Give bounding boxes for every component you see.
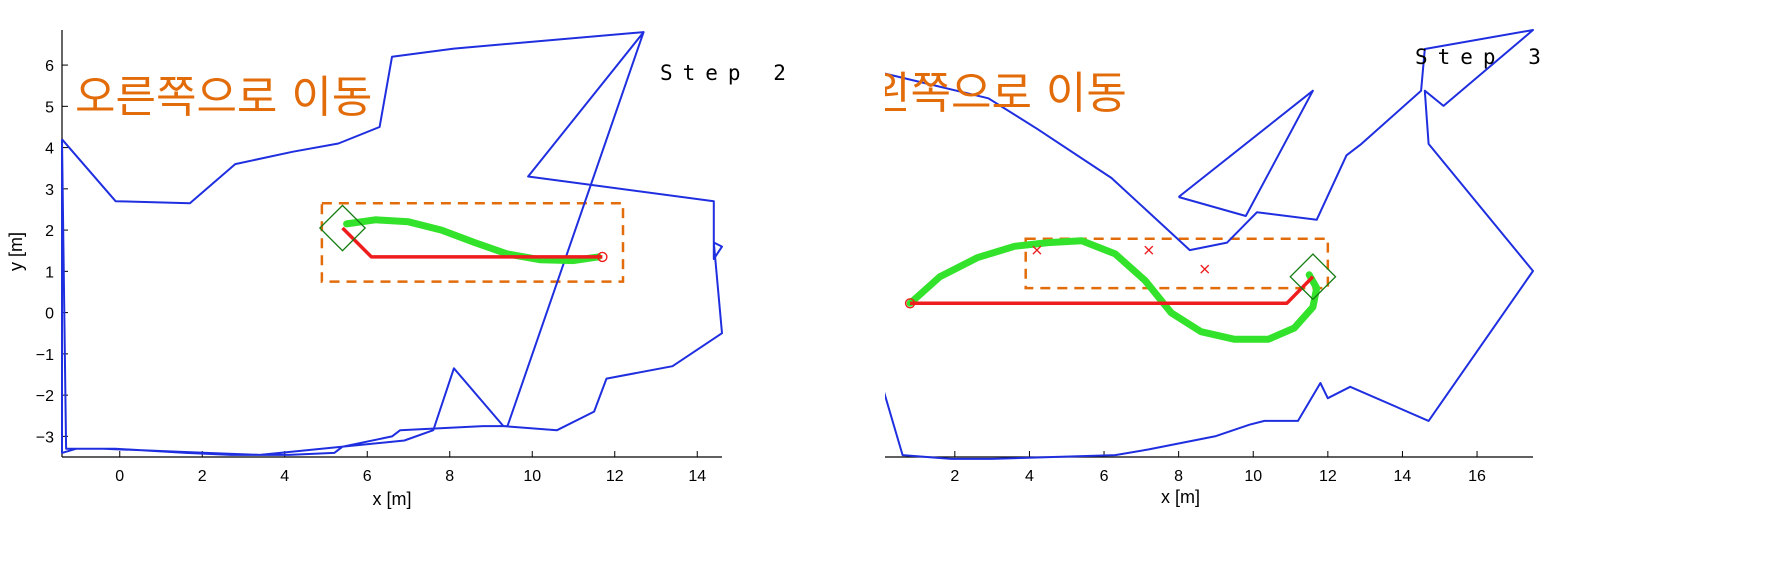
highlight-box: [1024, 237, 1330, 290]
y-tick-label: 1: [45, 264, 54, 281]
y-axis-label: y [m]: [6, 232, 26, 271]
x-tick-label: 14: [1394, 468, 1412, 485]
x-axis-label: x [m]: [1161, 487, 1200, 507]
x-axis-label: x [m]: [373, 489, 412, 509]
y-tick-label: 0: [45, 306, 54, 323]
robot-trajectory-line: [343, 216, 602, 265]
x-tick-label: 12: [1319, 468, 1337, 485]
cross-marker: [1032, 245, 1042, 255]
y-tick-label: −1: [36, 347, 54, 364]
highlight-box: [320, 202, 625, 283]
step3-plot-svg: 0246810121416−3−2−101234567x [m]y [m]Ste…: [885, 29, 1551, 507]
x-tick-label: 10: [523, 468, 541, 485]
step2-chart: 0 2 4 6 8 10 12 14 −3 −2 −1 0 1 2 3 4 5 6 x [m] y [m] Step 2…: [0, 0, 885, 587]
x-tick-label: 16: [1468, 468, 1486, 485]
step3-chart: 0246810121416−3−2−101234567x [m]y [m]Ste…: [885, 0, 1771, 587]
goal-point-marker: [597, 251, 608, 263]
step-label: Step 2: [660, 61, 796, 85]
robot-footprint: [1289, 253, 1337, 301]
cross-marker: [1200, 264, 1210, 274]
y-tick-label: 2: [45, 223, 54, 240]
inner-obstacle-line: [1177, 89, 1314, 217]
planned-path-line: [341, 226, 603, 259]
x-tick-label: 8: [445, 468, 454, 485]
plot-group: 0246810121416−3−2−101234567x [m]y [m]Ste…: [885, 29, 1551, 507]
y-tick-label: −2: [36, 388, 54, 405]
x-tick-label: 6: [1100, 468, 1109, 485]
goal-point-marker: [904, 298, 916, 309]
cross-marker: [1144, 245, 1154, 255]
map-boundary-line: [61, 31, 644, 205]
x-tick-label: 0: [115, 468, 124, 485]
map-boundary-line: [885, 29, 1534, 460]
robot-footprint: [318, 204, 367, 252]
x-tick-label: 8: [1174, 468, 1183, 485]
x-tick-label: 14: [688, 468, 706, 485]
planned-path-line: [910, 275, 1315, 306]
y-tick-label: 5: [45, 99, 54, 116]
x-tick-label: 4: [1025, 468, 1034, 485]
direction-annotation: 왼쪽으로 이동: [885, 68, 1127, 119]
y-tick-label: 6: [45, 58, 54, 75]
map-boundary-line: [61, 31, 723, 456]
y-tick-label: −3: [36, 429, 54, 446]
step-label: Step 3: [1415, 45, 1551, 69]
x-tick-label: 2: [198, 468, 207, 485]
direction-annotation: 오른쪽으로 이동: [75, 72, 372, 123]
y-tick-label: 3: [45, 182, 54, 199]
x-tick-label: 2: [950, 468, 959, 485]
y-tick-label: 4: [45, 141, 54, 158]
x-tick-label: 4: [280, 468, 289, 485]
x-tick-label: 10: [1244, 468, 1262, 485]
x-tick-label: 12: [606, 468, 624, 485]
robot-trajectory-line: [906, 237, 1321, 343]
x-tick-label: 6: [363, 468, 372, 485]
